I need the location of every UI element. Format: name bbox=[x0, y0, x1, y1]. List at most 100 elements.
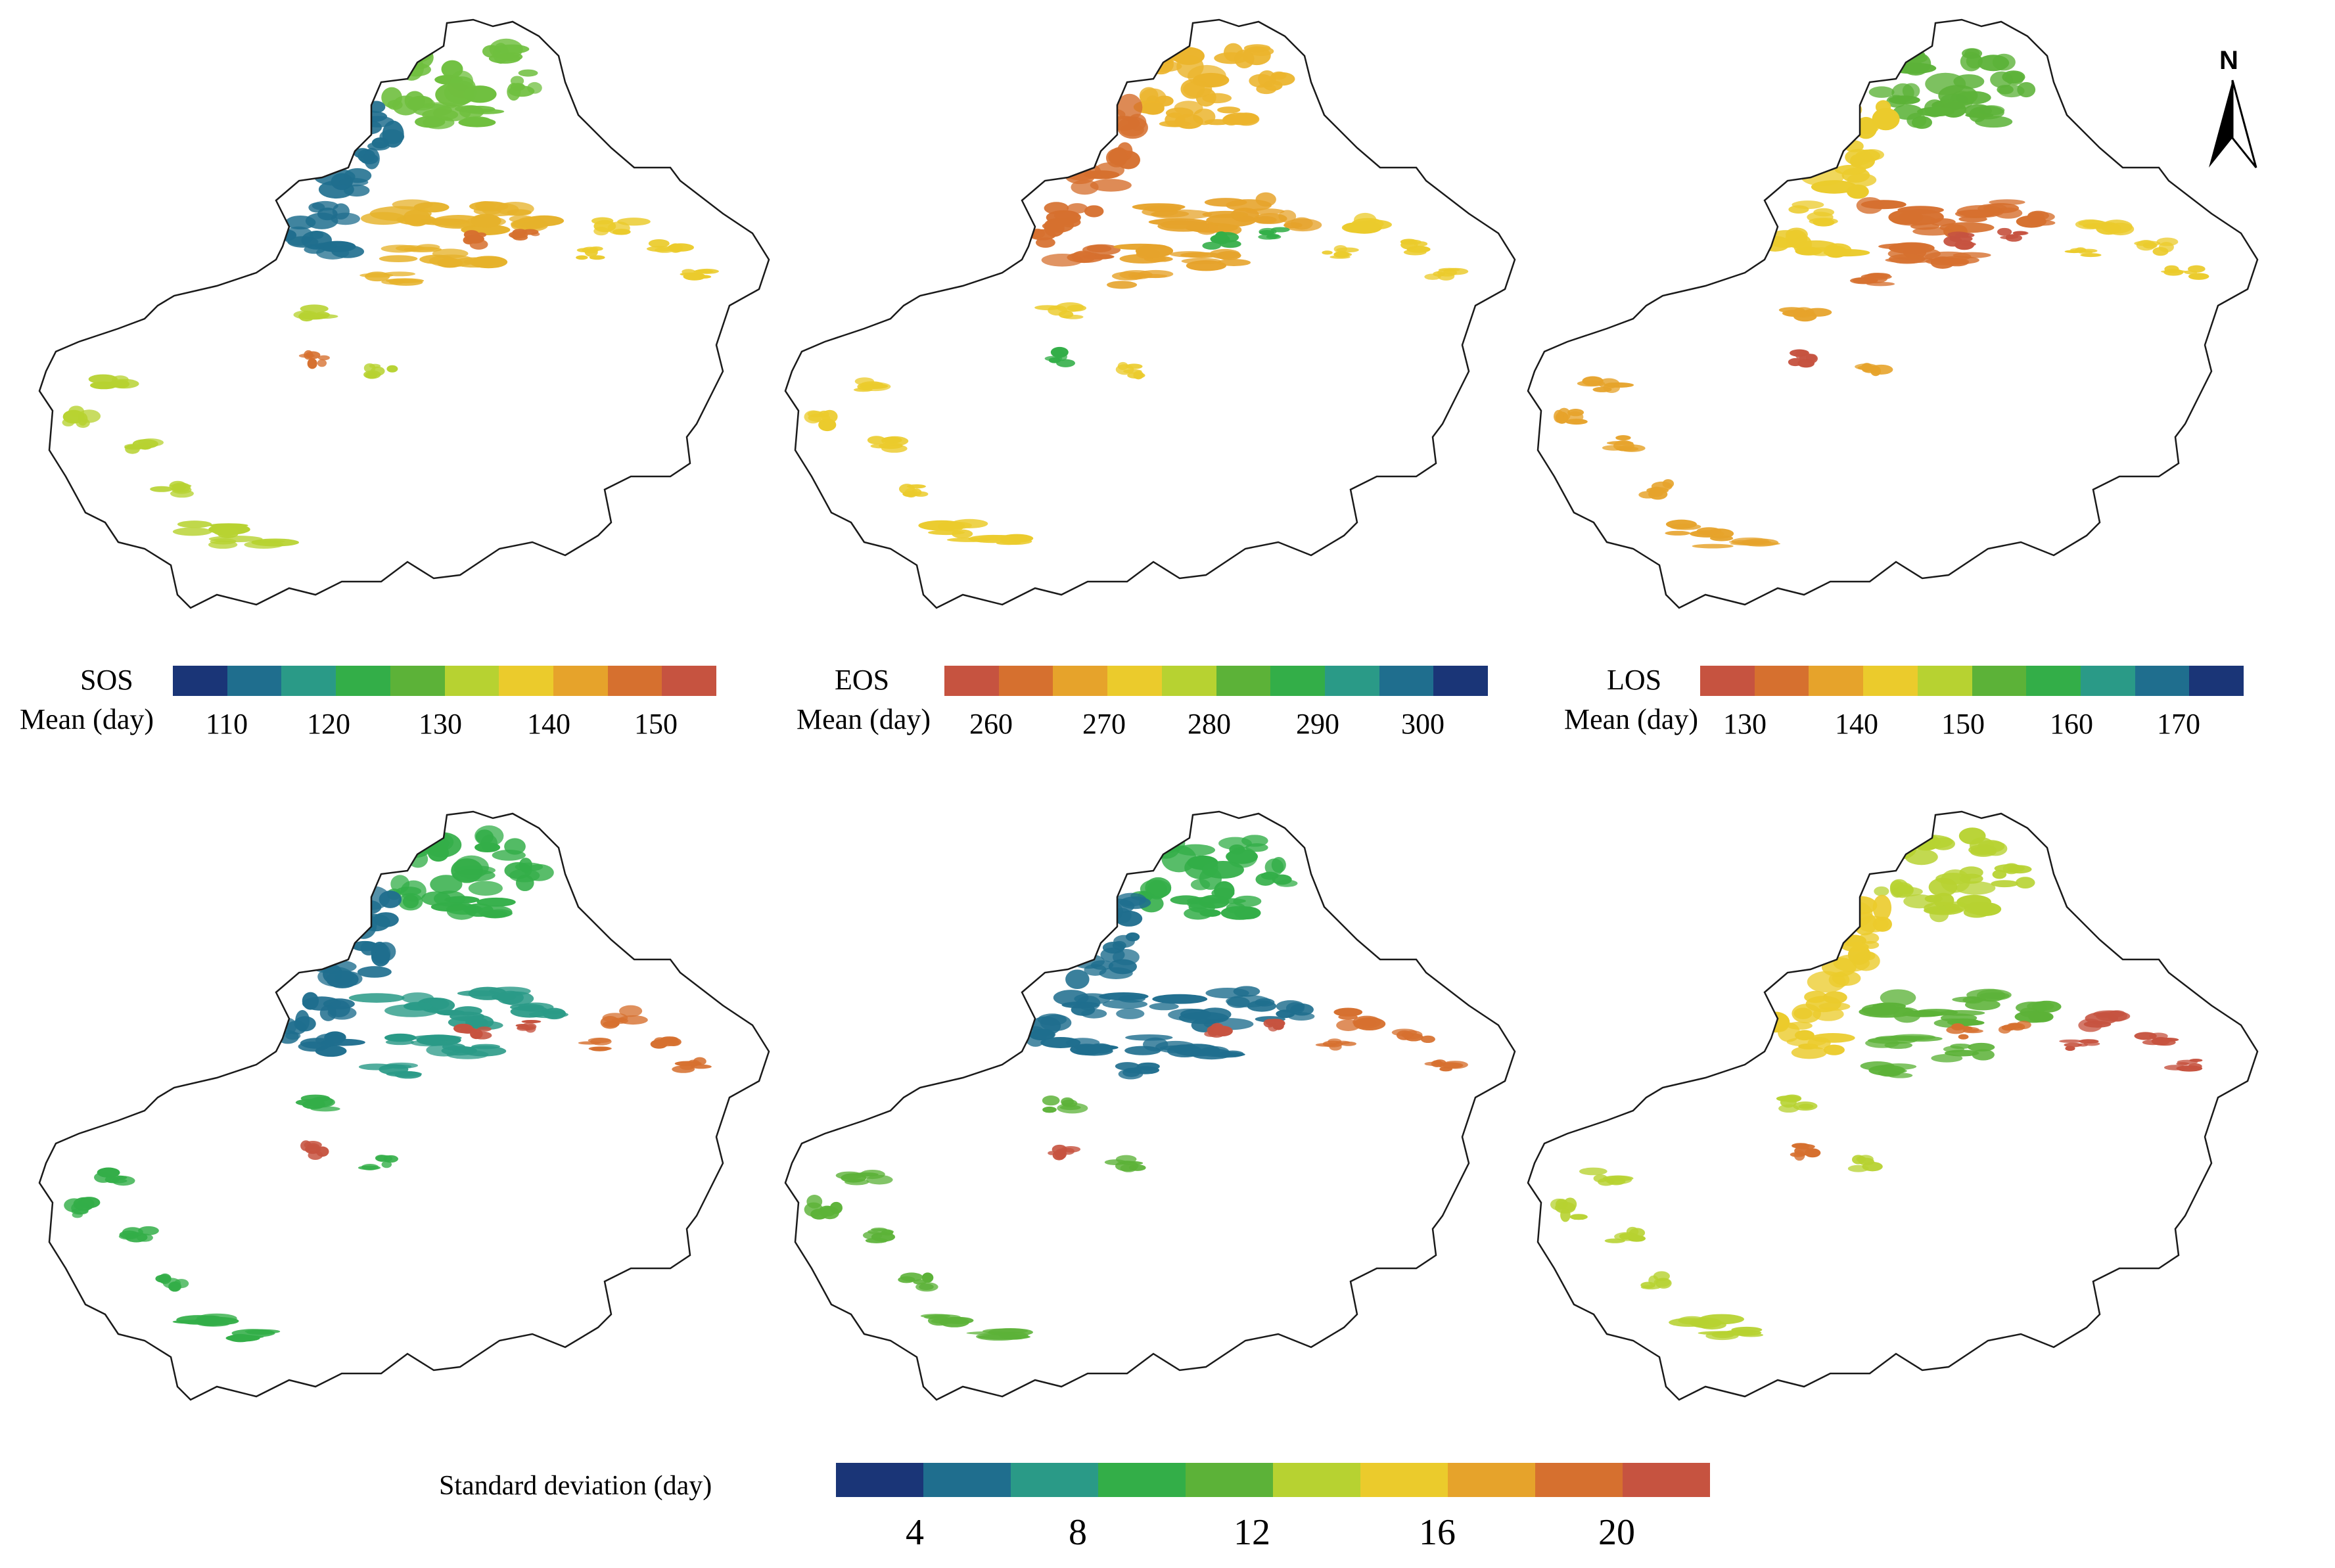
map-svg bbox=[38, 18, 770, 609]
vegetation-patch bbox=[2122, 524, 2135, 528]
vegetation-patch bbox=[451, 858, 483, 883]
vegetation-patch bbox=[1102, 941, 1125, 954]
vegetation-patch bbox=[900, 1272, 923, 1282]
map-panel-eos-mean bbox=[784, 16, 1561, 641]
legend-color-swatch bbox=[1011, 1463, 1098, 1497]
vegetation-patch bbox=[387, 99, 403, 110]
vegetation-patch bbox=[618, 522, 632, 530]
region-boundary bbox=[1527, 810, 2259, 1401]
vegetation-patch bbox=[383, 1155, 398, 1163]
vegetation-patch bbox=[1125, 363, 1143, 369]
legend-eos-tick: 290 bbox=[1296, 708, 1339, 740]
vegetation-patch bbox=[358, 1063, 394, 1071]
legend-color-swatch bbox=[1107, 666, 1162, 696]
vegetation-patch bbox=[1895, 1036, 1943, 1042]
legend-color-swatch bbox=[944, 666, 999, 696]
vegetation-patch bbox=[854, 377, 875, 386]
vegetation-patch bbox=[2133, 543, 2140, 545]
vegetation-patch bbox=[1579, 1167, 1607, 1176]
vegetation-patch bbox=[1067, 203, 1088, 214]
legend-color-swatch bbox=[1324, 666, 1379, 696]
vegetation-patch bbox=[421, 891, 451, 906]
map-panel-eos-sd bbox=[784, 808, 1561, 1433]
vegetation-patch bbox=[1959, 1026, 1973, 1030]
legend-color-swatch bbox=[1270, 666, 1325, 696]
vegetation-patch bbox=[1965, 999, 2000, 1011]
vegetation-patch bbox=[244, 540, 284, 549]
vegetation-patch bbox=[1287, 1012, 1315, 1021]
vegetation-patch bbox=[1813, 208, 1835, 217]
vegetation-patch bbox=[1366, 520, 1380, 528]
legend-los-subtitle: Mean (day) bbox=[1564, 703, 1699, 735]
vegetation-patch bbox=[1336, 247, 1359, 253]
vegetation-patch bbox=[138, 438, 164, 447]
vegetation-patch bbox=[1221, 1050, 1244, 1057]
map-svg bbox=[38, 810, 770, 1401]
vegetation-patch bbox=[1057, 1103, 1088, 1114]
vegetation-patch bbox=[358, 120, 382, 135]
vegetation-patch bbox=[1233, 986, 1260, 997]
vegetation-patch bbox=[1084, 205, 1104, 218]
vegetation-patch bbox=[317, 207, 338, 221]
vegetation-patch bbox=[1243, 44, 1271, 53]
vegetation-patch bbox=[1888, 210, 1924, 225]
legend-eos-title: EOS bbox=[835, 664, 890, 696]
vegetation-patch bbox=[1884, 39, 1925, 54]
vegetation-patch bbox=[1115, 1155, 1137, 1164]
vegetation-patch bbox=[2020, 1007, 2039, 1017]
vegetation-patch bbox=[680, 1063, 695, 1071]
vegetation-patch bbox=[1383, 1329, 1398, 1334]
vegetation-patch bbox=[208, 540, 238, 549]
vegetation-patch bbox=[588, 1038, 611, 1044]
vegetation-patch bbox=[621, 515, 632, 522]
vegetation-patch bbox=[1329, 1043, 1342, 1051]
vegetation-patch bbox=[2115, 1312, 2133, 1318]
legend-sd-tick: 12 bbox=[1234, 1512, 1270, 1553]
vegetation-patch bbox=[600, 1015, 620, 1029]
vegetation-patch bbox=[1396, 1030, 1412, 1040]
legend-color-swatch bbox=[998, 666, 1053, 696]
vegetation-patch bbox=[1853, 911, 1877, 936]
vegetation-patch bbox=[168, 1281, 181, 1292]
vegetation-patch bbox=[1374, 517, 1384, 520]
vegetation-patch bbox=[2134, 241, 2161, 246]
vegetation-patch bbox=[1271, 71, 1287, 80]
legend-sos-colorbar bbox=[173, 666, 717, 696]
vegetation-layer bbox=[804, 820, 1468, 1341]
vegetation-patch bbox=[1157, 220, 1209, 232]
vegetation-patch bbox=[633, 537, 646, 542]
vegetation-patch bbox=[1333, 1007, 1363, 1017]
vegetation-patch bbox=[404, 45, 434, 70]
vegetation-patch bbox=[2102, 518, 2121, 524]
vegetation-patch bbox=[462, 116, 492, 126]
vegetation-patch bbox=[1076, 996, 1101, 1011]
vegetation-patch bbox=[1709, 535, 1734, 542]
vegetation-patch bbox=[1374, 519, 1394, 526]
vegetation-patch bbox=[2013, 231, 2029, 235]
vegetation-patch bbox=[2112, 1310, 2121, 1316]
vegetation-patch bbox=[1375, 518, 1391, 522]
vegetation-patch bbox=[2122, 1335, 2135, 1339]
vegetation-patch bbox=[1214, 231, 1228, 241]
vegetation-patch bbox=[633, 1310, 649, 1316]
vegetation-patch bbox=[1891, 83, 1914, 103]
vegetation-patch bbox=[2027, 212, 2055, 222]
vegetation-patch bbox=[436, 1009, 466, 1016]
legend-color-swatch bbox=[553, 666, 608, 696]
vegetation-patch bbox=[386, 1071, 423, 1077]
vegetation-patch bbox=[358, 1165, 381, 1170]
vegetation-patch bbox=[1868, 1065, 1905, 1076]
vegetation-patch bbox=[415, 116, 446, 128]
vegetation-patch bbox=[1994, 207, 2023, 219]
vegetation-patch bbox=[1606, 441, 1634, 446]
legend-color-swatch bbox=[444, 666, 499, 696]
vegetation-patch bbox=[352, 110, 388, 123]
vegetation-patch bbox=[360, 941, 377, 956]
vegetation-patch bbox=[363, 148, 380, 170]
vegetation-patch bbox=[470, 1028, 483, 1040]
vegetation-patch bbox=[2015, 877, 2035, 889]
vegetation-patch bbox=[1335, 1040, 1350, 1044]
vegetation-patch bbox=[1977, 840, 2005, 853]
vegetation-patch bbox=[1174, 101, 1203, 116]
vegetation-patch bbox=[2075, 219, 2106, 230]
